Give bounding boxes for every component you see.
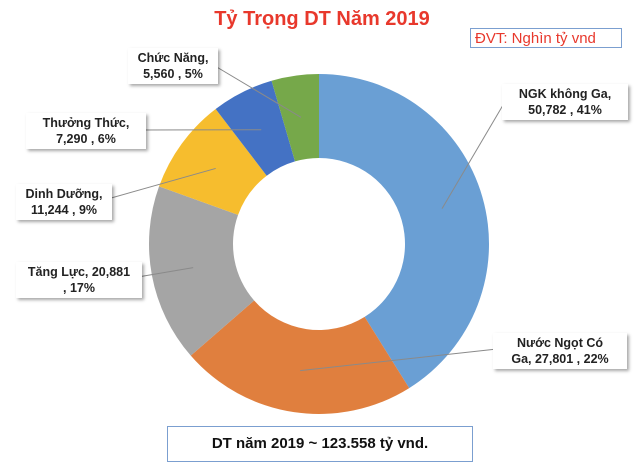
data-label-line: Chức Năng, — [137, 51, 209, 65]
slice-0 — [319, 74, 490, 389]
data-label-line: Tăng Lực, 20,881 — [27, 265, 131, 279]
leader-line-5 — [209, 62, 302, 118]
data-label-line: Dinh Dưỡng, — [25, 187, 103, 201]
slice-3 — [159, 109, 267, 215]
slice-5 — [271, 74, 319, 162]
data-label-line: Nước Ngọt Có — [517, 336, 603, 350]
slice-1 — [190, 300, 410, 415]
total-note: DT năm 2019 ~ 123.558 tỷ vnd. — [167, 426, 473, 462]
data-label-line: NGK không Ga, — [518, 87, 612, 101]
leader-line-2 — [131, 267, 194, 279]
data-label-line: 50,782 , 41% — [528, 103, 602, 117]
data-label-1: Nước Ngọt Có Ga, 27,801 , 22% — [493, 333, 627, 369]
data-label-4: Thưởng Thức, 7,290 , 6% — [26, 113, 146, 149]
data-label-2: Tăng Lực, 20,881 , 17% — [16, 262, 142, 298]
data-label-line: 11,244 , 9% — [30, 203, 98, 217]
data-label-line: Ga, 27,801 , 22% — [511, 352, 609, 366]
data-label-line: 7,290 , 6% — [56, 132, 116, 146]
leader-line-1 — [300, 348, 498, 372]
data-label-line: , 17% — [63, 281, 95, 295]
data-label-line: Thưởng Thức, — [42, 116, 130, 130]
leader-line-0 — [441, 99, 507, 209]
slice-2 — [149, 186, 255, 356]
data-label-line: 5,560 , 5% — [143, 67, 203, 81]
data-label-3: Dinh Dưỡng, 11,244 , 9% — [16, 184, 112, 220]
data-label-5: Chức Năng, 5,560 , 5% — [128, 48, 218, 84]
leader-line-3 — [103, 167, 216, 201]
data-label-0: NGK không Ga, 50,782 , 41% — [502, 84, 628, 120]
unit-note: ĐVT: Nghìn tỷ vnd — [470, 28, 622, 48]
chart-title: Tỷ Trọng DT Năm 2019 — [214, 8, 430, 30]
slice-4 — [215, 80, 296, 176]
